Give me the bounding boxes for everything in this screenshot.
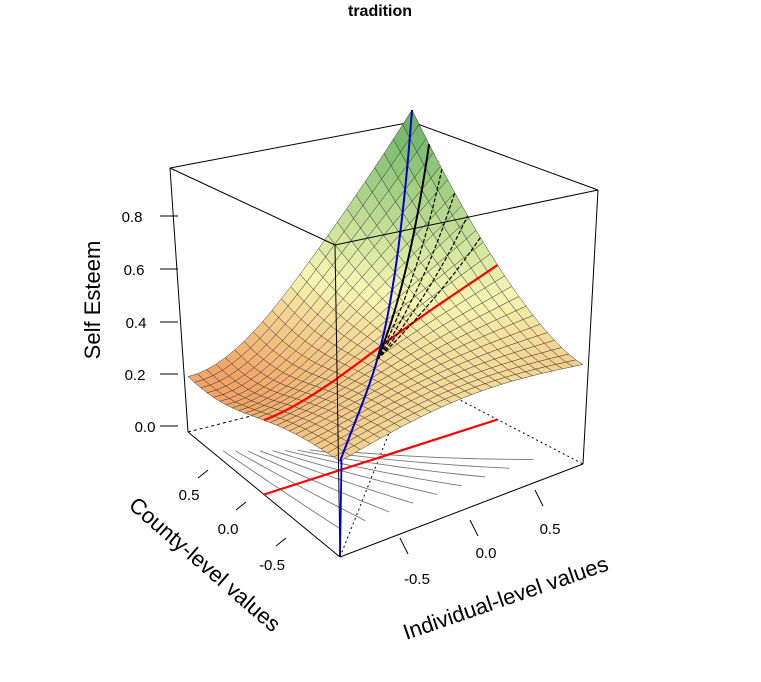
surface-black-line xyxy=(376,168,443,361)
floor-contour xyxy=(322,449,534,460)
box-edge xyxy=(411,121,599,191)
y-tick-label: 0.0 xyxy=(218,521,239,538)
y-tick-mark xyxy=(275,537,287,547)
z-tick-label: 0.2 xyxy=(125,367,146,384)
z-axis-label: Self Esteem xyxy=(80,241,105,360)
z-tick-label: 0.8 xyxy=(122,209,143,226)
z-tick-label: 0.4 xyxy=(126,315,147,332)
surface-black-line xyxy=(376,192,456,361)
floor-contour xyxy=(297,449,486,478)
surface-black-line xyxy=(376,144,431,361)
box-edge xyxy=(334,244,341,558)
x-tick-mark xyxy=(469,519,479,537)
surface-blue-line xyxy=(339,109,413,462)
x-tick-label: -0.5 xyxy=(404,571,430,588)
chart-title: tradition xyxy=(348,3,412,20)
surface-lines xyxy=(263,109,499,462)
x-axis-label: Individual-level values xyxy=(400,551,612,645)
floor-contour xyxy=(235,450,366,522)
z-tick-label: 0.6 xyxy=(124,262,145,279)
floor-contour xyxy=(259,450,414,504)
box-edge xyxy=(334,189,599,246)
box-edge xyxy=(169,121,413,169)
surface-black-line xyxy=(376,215,469,361)
floor-contour xyxy=(247,450,390,513)
x-tick-mark xyxy=(399,537,409,555)
surface-black-line xyxy=(376,237,481,361)
y-tick-mark xyxy=(197,469,209,479)
floor-contour xyxy=(272,450,438,495)
box-edge xyxy=(169,167,336,246)
z-tick-label: 0.0 xyxy=(135,419,156,436)
floor-layer xyxy=(187,374,584,558)
y-tick-mark xyxy=(235,501,247,511)
y-tick-label: 0.5 xyxy=(179,487,200,504)
floor-red-line xyxy=(263,418,498,496)
x-tick-mark xyxy=(534,489,544,507)
y-tick-label: -0.5 xyxy=(259,557,285,574)
floor-edge xyxy=(339,463,584,558)
box-edge xyxy=(169,167,189,433)
floor-contour xyxy=(284,449,462,487)
box-edge xyxy=(582,189,599,465)
x-tick-label: 0.5 xyxy=(540,521,561,538)
x-tick-label: 0.0 xyxy=(476,545,497,562)
front-box-edges xyxy=(160,167,599,558)
floor-contour xyxy=(222,450,342,530)
